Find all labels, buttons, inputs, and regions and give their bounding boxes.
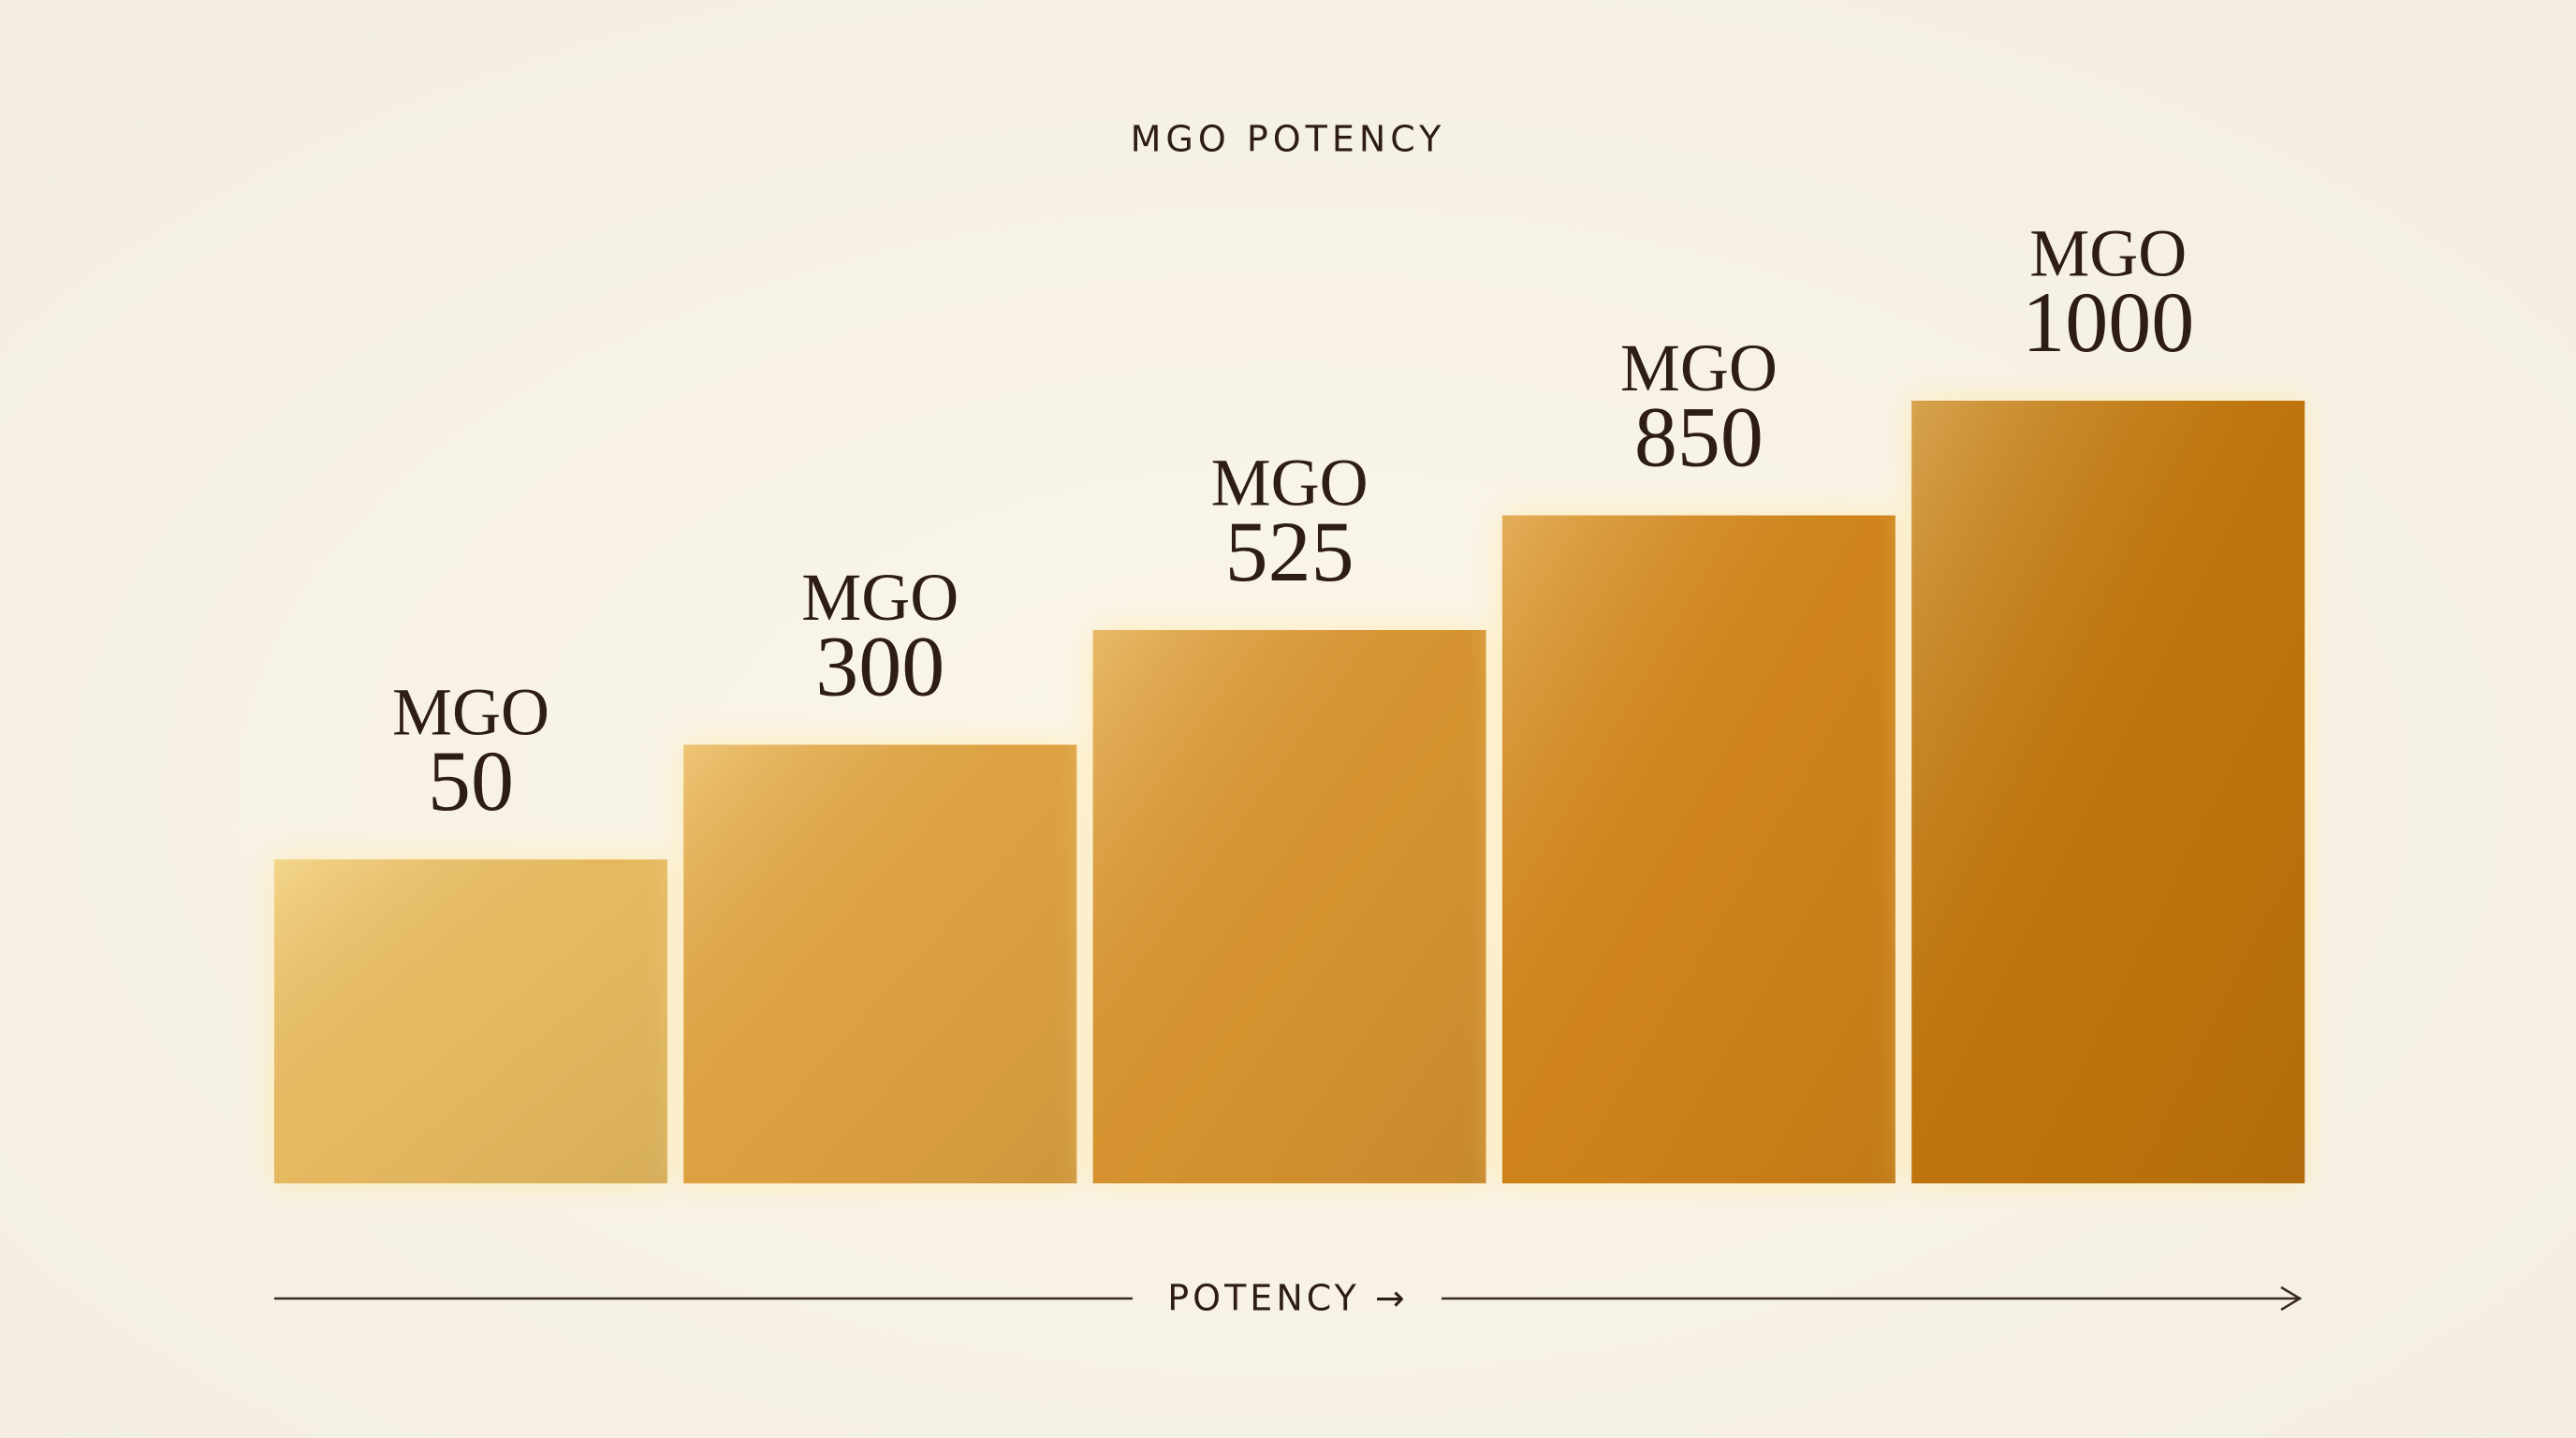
bar-unit-label: MGO	[2029, 216, 2187, 291]
bar-unit-label: MGO	[1620, 330, 1778, 405]
bar-value-label: 525	[1225, 504, 1354, 599]
axis-arrow	[2280, 1285, 2303, 1312]
bar-unit-label: MGO	[1211, 446, 1368, 521]
bar-value-label: 50	[428, 733, 514, 829]
bar-sheen	[1092, 630, 1486, 1183]
chart-title: MGO POTENCY	[1131, 119, 1446, 160]
bar-unit-label: MGO	[801, 560, 959, 635]
bar-value-label: 1000	[2022, 274, 2194, 370]
bar-sheen	[683, 744, 1077, 1183]
bar-sheen	[1911, 401, 2305, 1183]
bar-value-label: 300	[815, 619, 944, 714]
bar-sheen	[274, 859, 667, 1183]
x-axis-label: POTENCY →	[1167, 1278, 1408, 1319]
bar-sheen	[1501, 515, 1895, 1183]
bar-unit-label: MGO	[392, 675, 549, 750]
bar-value-label: 850	[1634, 389, 1764, 485]
